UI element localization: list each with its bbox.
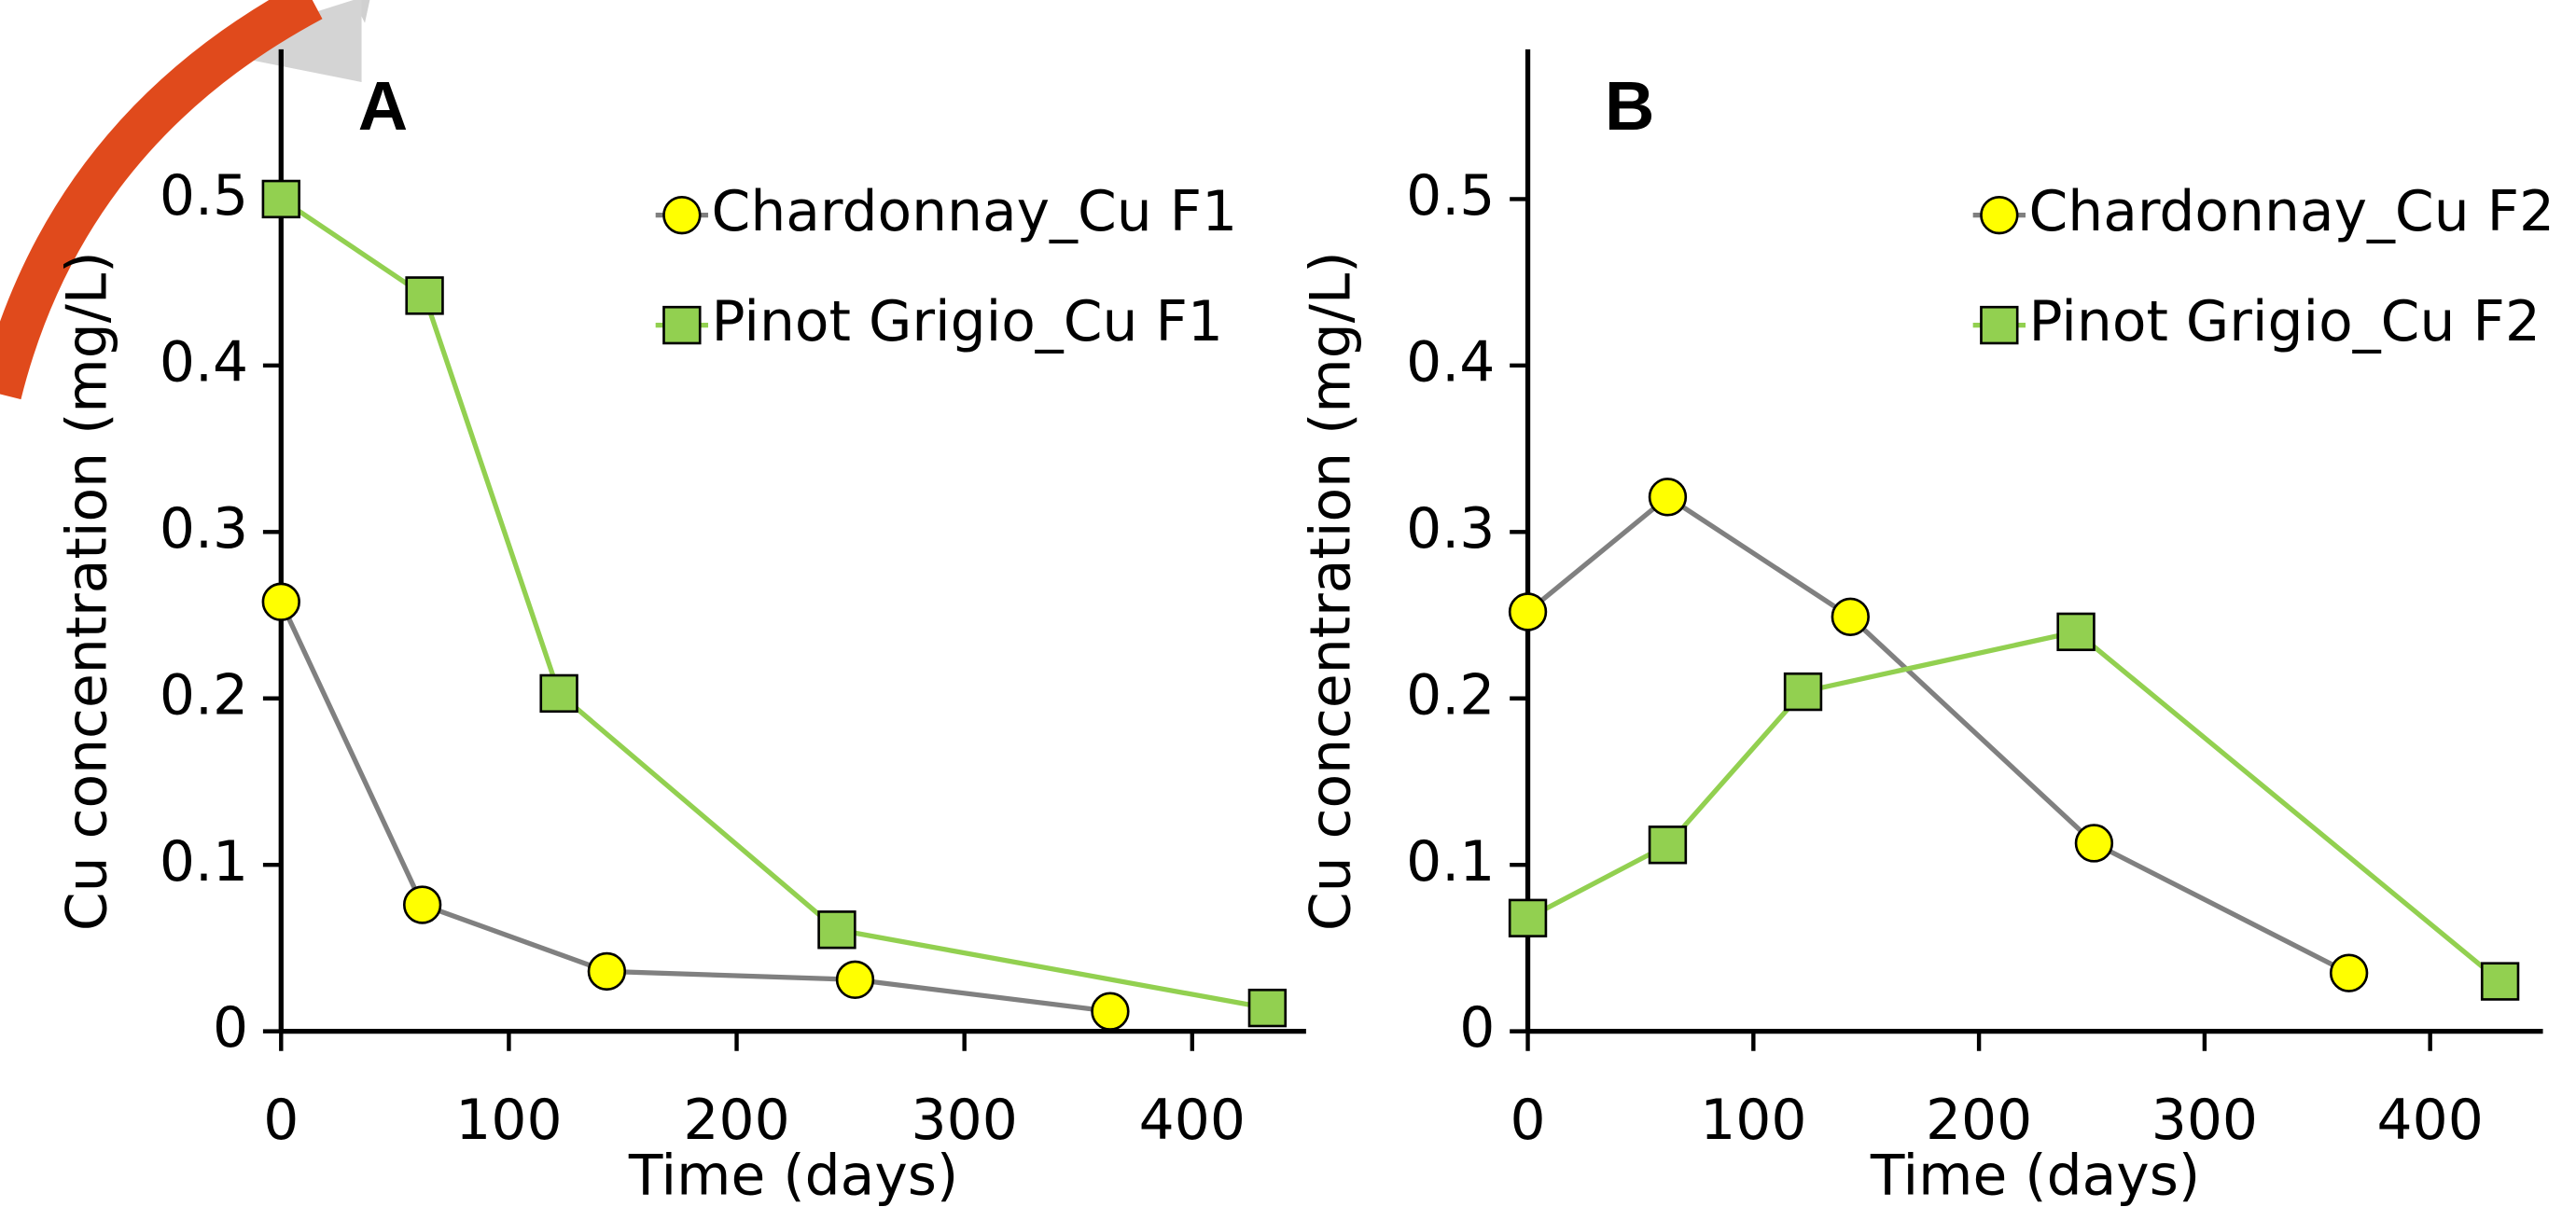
legend-marker xyxy=(662,305,702,345)
legend-label: Chardonnay_Cu F2 xyxy=(2029,179,2555,244)
x-axis-label: Time (days) xyxy=(1870,1144,2200,1207)
x-tick-label: 300 xyxy=(912,1088,1018,1153)
marker xyxy=(261,582,300,621)
marker xyxy=(1648,825,1688,865)
y-tick-label: 0 xyxy=(213,995,248,1061)
x-tick-label: 0 xyxy=(1511,1088,1546,1153)
y-tick-label: 0.1 xyxy=(160,829,248,895)
series-line xyxy=(1526,629,2502,984)
y-tick-label: 0.4 xyxy=(1406,329,1495,395)
legend-label: Pinot Grigio_Cu F1 xyxy=(712,289,1223,354)
x-tick-label: 400 xyxy=(1139,1088,1246,1153)
y-tick-label: 0.3 xyxy=(1406,496,1495,562)
marker xyxy=(405,276,444,315)
y-tick-label: 0.5 xyxy=(1406,163,1495,229)
marker xyxy=(1831,597,1870,636)
marker xyxy=(1508,898,1548,937)
marker xyxy=(261,179,300,219)
marker xyxy=(2074,824,2114,863)
marker xyxy=(1783,672,1823,712)
marker xyxy=(587,951,627,992)
legend-marker xyxy=(1980,305,2019,345)
legend-marker xyxy=(1980,195,2019,235)
x-tick-label: 200 xyxy=(1926,1088,2032,1153)
y-tick-label: 0 xyxy=(1459,995,1495,1061)
x-tick-label: 300 xyxy=(2151,1088,2258,1153)
x-axis-label: Time (days) xyxy=(628,1144,958,1207)
marker xyxy=(2329,953,2369,992)
legend-marker xyxy=(662,195,702,235)
decoration-arc xyxy=(0,0,323,400)
x-tick-label: 100 xyxy=(455,1088,562,1153)
x-tick-label: 400 xyxy=(2377,1088,2484,1153)
marker xyxy=(1648,478,1688,517)
y-tick-label: 0.2 xyxy=(160,662,248,728)
x-tick-label: 0 xyxy=(263,1088,299,1153)
series-line xyxy=(1525,493,2350,976)
marker xyxy=(402,885,442,924)
panel-label: B xyxy=(1605,67,1654,145)
y-axis-label: Cu concentration (mg/L) xyxy=(55,251,120,931)
marker xyxy=(1247,988,1288,1028)
y-tick-label: 0.2 xyxy=(1406,662,1495,728)
y-tick-label: 0.4 xyxy=(160,329,248,395)
legend-label: Chardonnay_Cu F1 xyxy=(712,179,1238,244)
x-tick-label: 200 xyxy=(683,1088,789,1153)
marker xyxy=(2480,962,2520,1001)
y-axis-label: Cu concentration (mg/L) xyxy=(1298,251,1363,931)
y-tick-label: 0.3 xyxy=(160,496,248,562)
marker xyxy=(1508,592,1548,631)
y-tick-label: 0.5 xyxy=(160,163,248,229)
y-tick-label: 0.1 xyxy=(1406,829,1495,895)
marker xyxy=(1091,992,1130,1031)
panel-label: A xyxy=(358,67,408,145)
marker xyxy=(835,960,875,999)
marker xyxy=(817,910,856,950)
marker xyxy=(539,673,578,714)
marker xyxy=(2056,612,2096,652)
legend-label: Pinot Grigio_Cu F2 xyxy=(2029,289,2541,354)
x-tick-label: 100 xyxy=(1700,1088,1806,1153)
